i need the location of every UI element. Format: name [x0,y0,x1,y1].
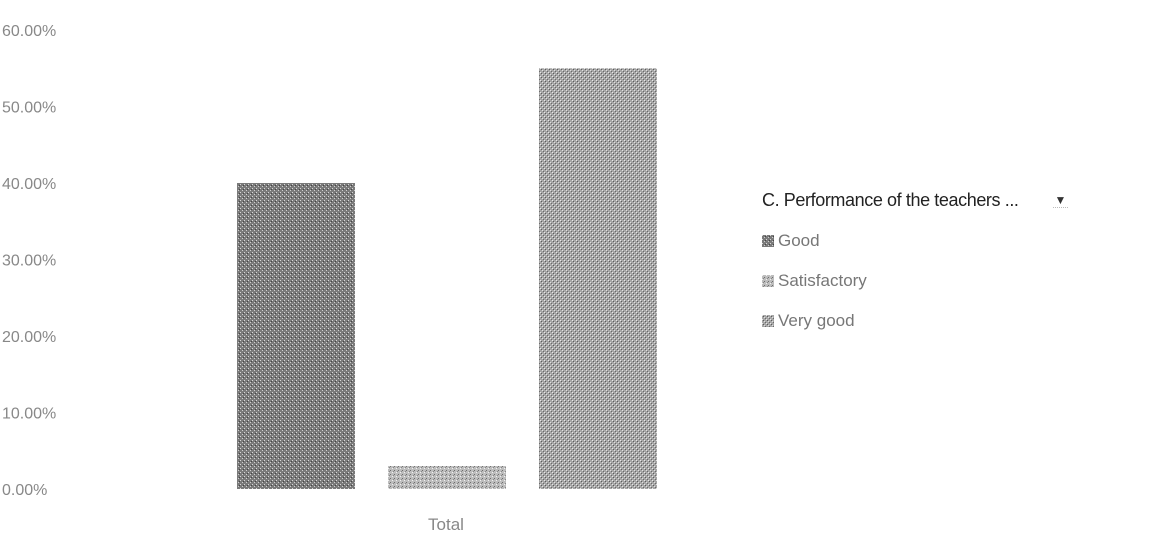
y-axis-tick-labels: 0.00% 10.00% 20.00% 30.00% 40.00% 50.00% 60.00… [2,23,56,499]
bars [237,68,657,489]
y-tick-label: 10.00% [2,406,56,423]
y-tick-label: 60.00% [2,23,56,40]
legend-swatch-very-good [762,315,774,327]
y-tick-label: 0.00% [2,482,47,499]
filter-dropdown-button[interactable]: ▼ [1052,192,1069,208]
legend-header: C. Performance of the teachers ... ▼ [762,186,1142,214]
legend-label-good: Good [778,231,820,250]
legend-label-satisfactory: Satisfactory [778,271,867,290]
x-category-label: Total [428,515,464,534]
legend: C. Performance of the teachers ... ▼ Goo… [762,186,1142,334]
y-tick-label: 50.00% [2,100,56,117]
legend-item-satisfactory[interactable]: Satisfactory [762,268,1142,294]
bar-very-good [539,68,657,489]
y-tick-label: 40.00% [2,176,56,193]
bar-satisfactory [388,466,506,489]
legend-item-good[interactable]: Good [762,228,1142,254]
x-axis-category-labels: Total [428,515,464,534]
legend-swatch-satisfactory [762,275,774,287]
y-tick-label: 30.00% [2,253,56,270]
legend-label-very-good: Very good [778,311,855,330]
legend-field-title: C. Performance of the teachers ... [762,189,1019,210]
legend-item-very-good[interactable]: Very good [762,308,1142,334]
bar-good [237,183,355,489]
y-tick-label: 20.00% [2,329,56,346]
legend-swatch-good [762,235,774,247]
